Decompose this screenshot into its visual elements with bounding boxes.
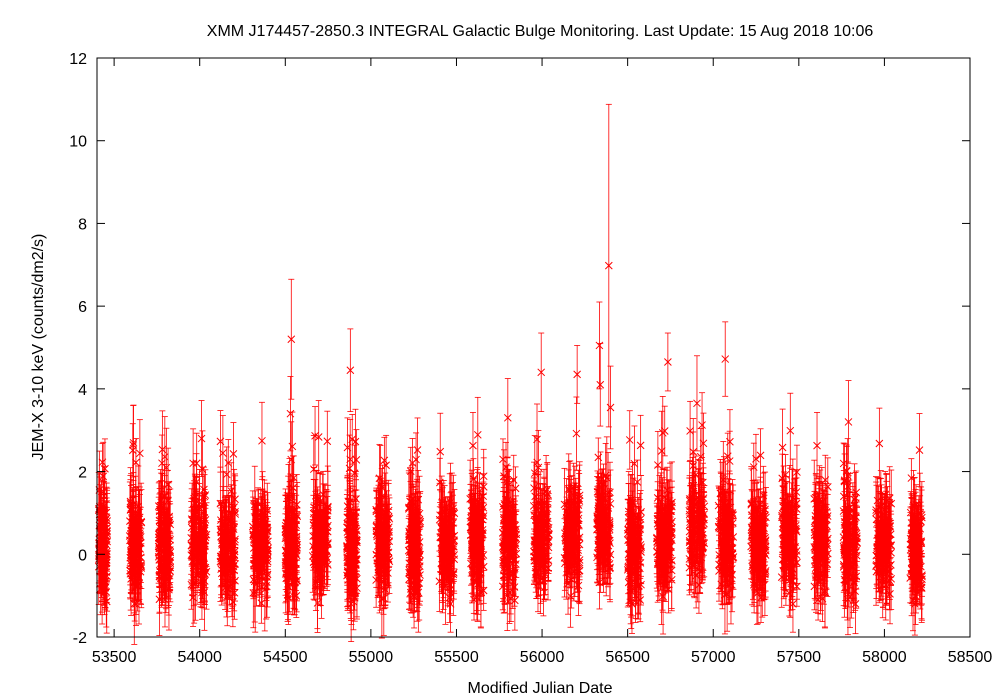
marker-x [161, 566, 169, 574]
data-point [189, 568, 197, 627]
marker-x [154, 533, 163, 542]
marker-x [157, 507, 166, 515]
marker-x [158, 459, 166, 468]
data-point [288, 411, 297, 482]
marker-x [126, 506, 135, 514]
data-point [127, 473, 135, 543]
marker-x [128, 446, 137, 455]
marker-x [159, 556, 168, 565]
marker-x [99, 533, 108, 541]
data-point [100, 494, 109, 570]
marker-x [98, 458, 107, 467]
marker-x [132, 521, 140, 530]
data-points [94, 103, 926, 645]
data-point [198, 430, 207, 509]
data-point [258, 401, 266, 480]
data-point [98, 443, 107, 482]
marker-x [102, 556, 111, 564]
data-point [157, 480, 166, 542]
data-point [158, 434, 166, 492]
data-point [166, 488, 175, 561]
data-point [154, 496, 163, 578]
data-point [164, 547, 173, 616]
marker-x [100, 528, 109, 536]
marker-x [155, 544, 164, 553]
marker-x [160, 452, 169, 461]
marker-x [166, 520, 175, 529]
data-point [128, 524, 137, 585]
data-point [129, 404, 138, 481]
marker-x [189, 593, 197, 602]
marker-x [164, 577, 173, 586]
data-point [161, 537, 169, 603]
marker-x [128, 550, 137, 559]
chart-title: XMM J174457-2850.3 INTEGRAL Galactic Bul… [207, 23, 874, 40]
data-point [323, 410, 332, 472]
marker-x [136, 544, 144, 553]
marker-x [195, 503, 204, 512]
data-point [99, 496, 108, 577]
marker-x [129, 438, 138, 447]
marker-x [99, 487, 108, 496]
marker-x [101, 549, 109, 558]
marker-x [162, 463, 171, 472]
marker-x [99, 574, 108, 582]
data-point [101, 520, 109, 587]
marker-x [128, 542, 136, 551]
data-point [136, 516, 144, 582]
marker-x [136, 449, 144, 458]
data-point [197, 400, 206, 478]
data-point [195, 483, 204, 532]
data-point [136, 419, 144, 488]
marker-x [135, 526, 144, 535]
data-point [155, 523, 164, 574]
data-point [132, 487, 140, 564]
marker-x [127, 504, 135, 512]
marker-x [197, 434, 206, 443]
marker-x [166, 563, 175, 572]
